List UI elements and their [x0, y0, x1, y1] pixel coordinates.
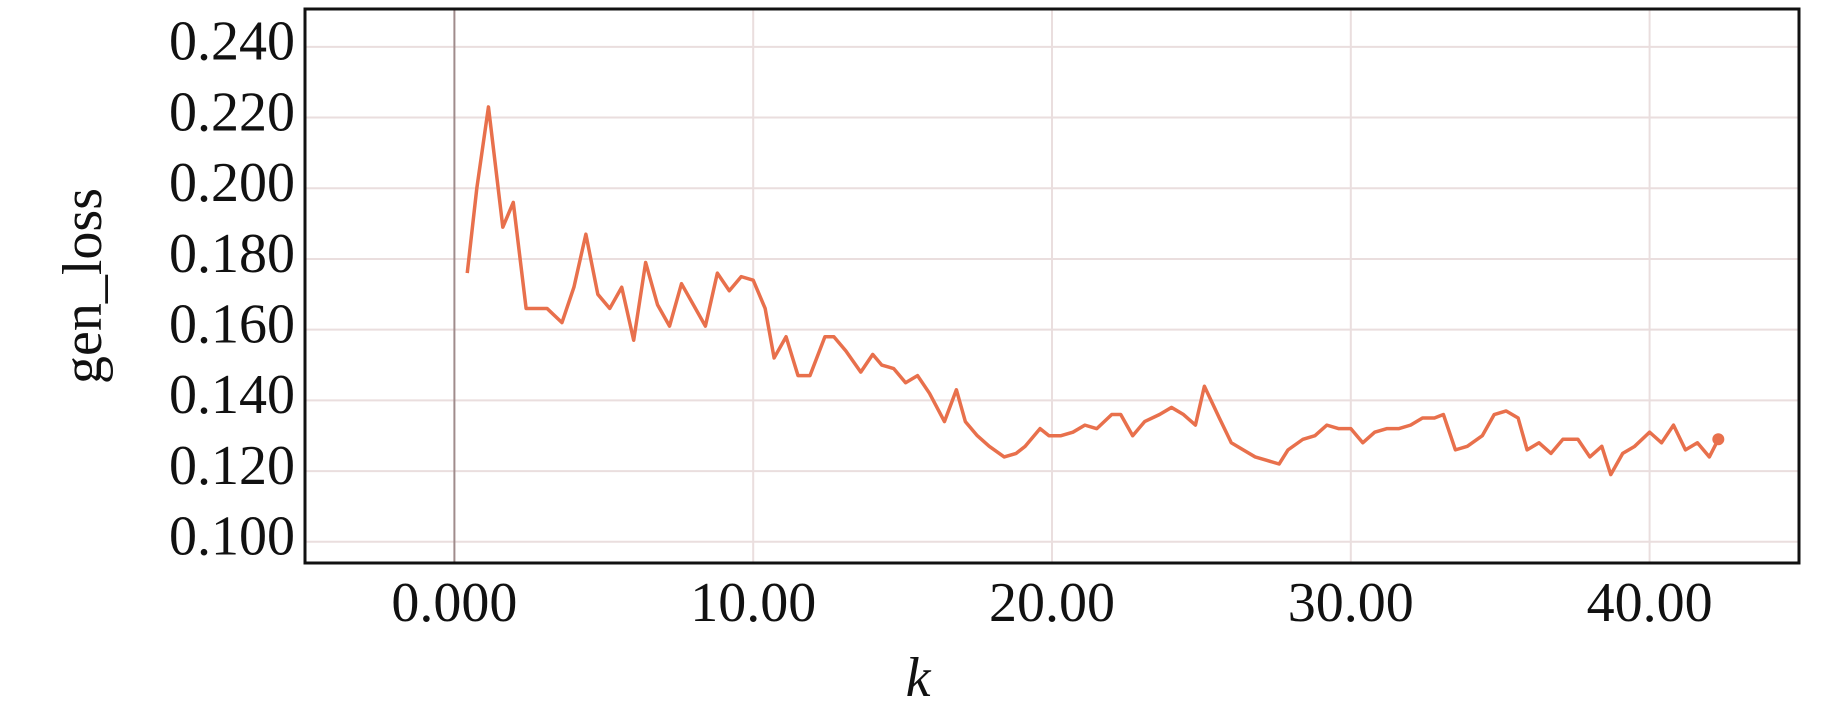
y-tick-label: 0.120	[169, 435, 295, 497]
y-tick-label: 0.200	[169, 152, 295, 214]
x-tick-label: 0.000	[391, 572, 517, 634]
x-tick-label: 40.00	[1587, 572, 1713, 634]
y-tick-label: 0.100	[169, 506, 295, 568]
y-tick-label: 0.180	[169, 223, 295, 285]
x-axis-title: k	[906, 647, 932, 709]
end-point	[1712, 433, 1725, 446]
y-tick-label: 0.220	[169, 81, 295, 143]
y-tick-label: 0.240	[169, 11, 295, 73]
series-line	[465, 105, 1720, 477]
plot-border	[303, 7, 1801, 565]
x-tick-label: 20.00	[989, 572, 1115, 634]
x-tick-label: 30.00	[1288, 572, 1414, 634]
y-tick-label: 0.160	[169, 294, 295, 356]
y-axis-title: gen_loss	[52, 188, 114, 384]
y-tick-label: 0.140	[169, 364, 295, 426]
x-tick-label: 10.00	[690, 572, 816, 634]
